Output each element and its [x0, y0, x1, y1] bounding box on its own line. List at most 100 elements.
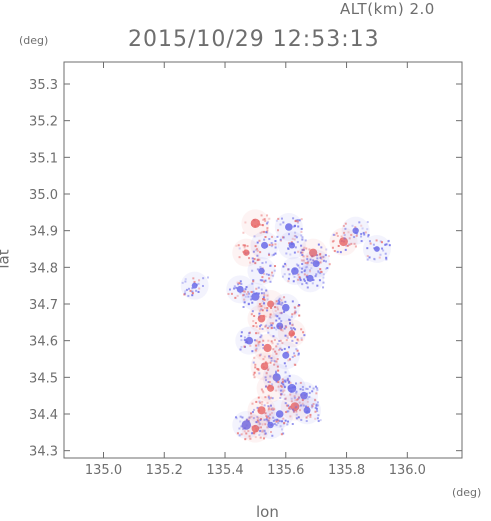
speckle [281, 329, 284, 332]
speckle [284, 371, 287, 374]
speckle [283, 384, 286, 387]
speckle [245, 293, 248, 296]
speckle [301, 385, 304, 388]
speckle [274, 246, 277, 249]
speckle [274, 309, 277, 312]
speckle [276, 315, 279, 318]
speckle [189, 289, 192, 292]
speckle [270, 412, 273, 415]
speckle [303, 270, 306, 273]
speckle [247, 291, 250, 294]
speckle [271, 254, 274, 257]
cluster-core [258, 267, 265, 275]
speckle [257, 286, 260, 289]
speckle [293, 238, 296, 241]
speckle [184, 292, 187, 295]
speckle [269, 413, 272, 416]
speckle [284, 419, 287, 422]
speckle [291, 324, 294, 327]
speckle [262, 437, 265, 440]
speckle [287, 410, 290, 413]
cluster-core [250, 218, 261, 229]
speckle [275, 300, 278, 303]
speckle [317, 414, 320, 417]
speckle [260, 214, 263, 217]
speckle [236, 294, 239, 297]
speckle [254, 245, 257, 248]
speckle [290, 335, 293, 338]
cluster-core [285, 223, 293, 231]
speckle [309, 413, 312, 416]
speckle [255, 347, 258, 350]
speckle [259, 418, 262, 421]
speckle [233, 285, 236, 288]
speckle [235, 417, 238, 420]
speckle [263, 294, 266, 297]
speckle [306, 255, 309, 258]
speckle [278, 347, 281, 350]
speckle [384, 243, 387, 246]
speckle [343, 234, 346, 237]
speckle [250, 313, 253, 316]
speckle [238, 282, 241, 285]
speckle [334, 234, 337, 237]
speckle [311, 282, 314, 285]
speckle [315, 404, 318, 407]
speckle [259, 422, 262, 425]
speckle [244, 244, 247, 247]
speckle [300, 234, 303, 237]
speckle [340, 235, 343, 238]
speckle [270, 326, 273, 329]
speckle [316, 257, 319, 260]
speckle [269, 381, 272, 384]
speckle [271, 383, 274, 386]
cluster-core [282, 351, 290, 359]
speckle [256, 248, 259, 251]
speckle [347, 231, 350, 234]
speckle [318, 279, 321, 282]
speckle [267, 426, 270, 429]
speckle [268, 238, 271, 241]
speckle [261, 389, 264, 392]
speckle [250, 432, 253, 435]
speckle [293, 275, 296, 278]
speckle [273, 359, 276, 362]
speckle [239, 415, 242, 418]
speckle [264, 412, 267, 415]
speckle [283, 386, 286, 389]
speckle [282, 236, 285, 239]
speckle [320, 258, 323, 261]
speckle [348, 243, 351, 246]
speckle [367, 233, 370, 236]
speckle [315, 254, 318, 257]
speckle [289, 393, 292, 396]
speckle [272, 416, 275, 419]
speckle [267, 407, 270, 410]
data-cluster [256, 374, 286, 403]
speckle [256, 268, 259, 271]
speckle [348, 237, 351, 240]
speckle [280, 433, 283, 436]
speckle [350, 242, 353, 245]
speckle [243, 246, 246, 249]
speckle [290, 397, 293, 400]
speckle [269, 313, 272, 316]
speckle [310, 261, 313, 264]
speckle [295, 382, 298, 385]
speckle [286, 379, 289, 382]
speckle [306, 261, 309, 264]
speckle [245, 418, 248, 421]
speckle [260, 388, 263, 391]
speckle [185, 288, 188, 291]
speckle [238, 434, 241, 437]
speckle [328, 263, 331, 266]
speckle [193, 280, 196, 283]
speckle [243, 345, 246, 348]
speckle [191, 290, 194, 293]
speckle [293, 313, 296, 316]
speckle [252, 373, 255, 376]
speckle [266, 294, 269, 297]
speckle [353, 242, 356, 245]
speckle [311, 404, 314, 407]
speckle [192, 277, 195, 280]
